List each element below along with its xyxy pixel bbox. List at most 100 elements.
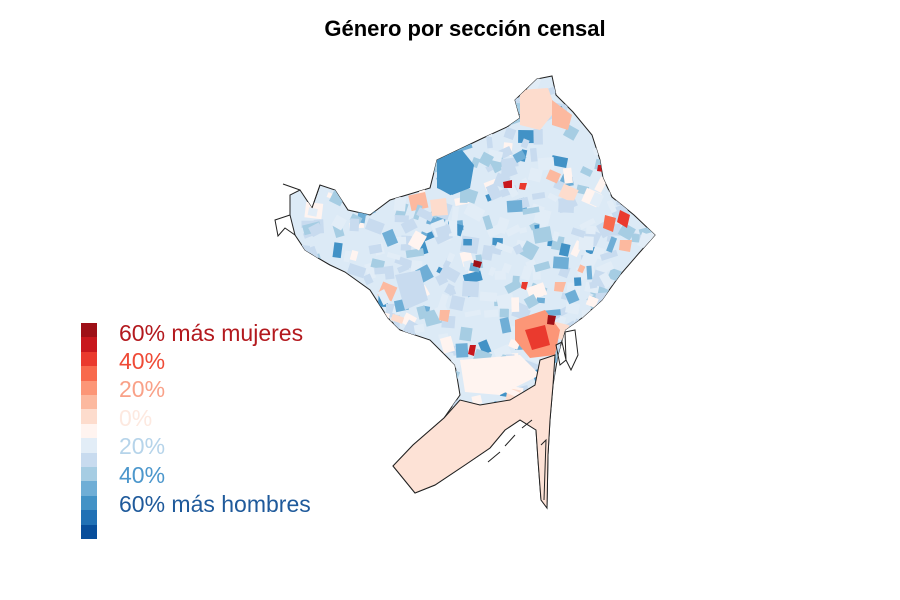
census-section: [334, 342, 353, 356]
census-section: [400, 217, 418, 234]
census-section: [415, 136, 432, 144]
census-section: [658, 267, 677, 285]
census-section: [533, 260, 551, 273]
census-section: [615, 132, 631, 149]
legend-swatch: [81, 524, 97, 539]
census-section: [432, 362, 446, 379]
census-section: [519, 183, 527, 190]
census-section: [478, 151, 494, 168]
census-section: [347, 335, 356, 351]
census-section: [342, 135, 361, 147]
census-section: [407, 230, 427, 251]
census-section: [591, 80, 610, 95]
census-section: [377, 289, 391, 306]
census-section: [638, 261, 649, 275]
census-section: [364, 262, 377, 280]
census-section: [533, 128, 543, 145]
census-section: [464, 309, 482, 318]
census-section: [375, 104, 389, 112]
census-section: [377, 108, 396, 128]
census-section: [305, 164, 326, 182]
census-section: [500, 166, 510, 179]
census-section: [579, 217, 596, 230]
census-section: [306, 142, 321, 155]
census-section: [300, 245, 311, 260]
census-section: [316, 361, 328, 371]
census-section: [645, 266, 655, 277]
census-section: [347, 391, 361, 406]
census-section: [512, 149, 527, 164]
census-section: [600, 368, 616, 387]
census-section: [606, 236, 618, 253]
census-section: [512, 275, 520, 288]
census-section: [578, 396, 597, 415]
census-section: [371, 360, 383, 372]
census-section: [631, 233, 640, 243]
census-section: [520, 265, 533, 281]
census-section: [632, 84, 646, 96]
census-section: [527, 167, 543, 183]
census-section: [311, 372, 328, 388]
census-section: [307, 207, 318, 217]
census-section: [518, 226, 528, 234]
census-section: [318, 341, 340, 362]
legend-label: 20%: [119, 433, 166, 459]
census-section: [617, 222, 636, 241]
census-section: [609, 81, 618, 98]
census-section: [656, 358, 668, 365]
census-section: [604, 357, 619, 374]
census-section: [494, 89, 507, 101]
census-section: [551, 231, 560, 242]
census-section: [455, 343, 469, 358]
census-section: [337, 125, 356, 138]
census-section: [310, 388, 320, 403]
census-section: [619, 240, 632, 252]
census-section: [399, 111, 411, 127]
census-section: [547, 315, 556, 325]
census-section: [382, 228, 399, 247]
census-section: [614, 98, 626, 113]
census-section: [468, 345, 476, 356]
census-section: [436, 136, 457, 154]
census-section: [520, 138, 530, 149]
census-section: [632, 271, 648, 288]
census-section: [420, 95, 431, 105]
census-section: [537, 157, 555, 171]
census-section: [631, 364, 645, 376]
legend-label: 0%: [119, 405, 153, 431]
census-section: [631, 353, 645, 367]
census-section: [404, 361, 422, 376]
census-section: [327, 348, 336, 360]
census-section: [654, 193, 655, 205]
census-section: [346, 263, 367, 279]
census-section: [407, 171, 418, 189]
census-section: [323, 174, 332, 186]
census-section: [386, 99, 397, 109]
census-section: [345, 93, 357, 106]
census-section: [520, 88, 556, 130]
census-section: [394, 96, 404, 104]
census-section: [464, 130, 478, 139]
census-section: [416, 359, 424, 371]
census-section: [565, 94, 581, 107]
census-section: [318, 99, 330, 109]
census-section: [544, 309, 561, 317]
census-section: [386, 341, 399, 356]
census-section: [589, 191, 605, 208]
census-section: [366, 363, 385, 383]
census-section: [479, 291, 498, 302]
census-section: [627, 177, 651, 200]
census-section: [449, 295, 466, 312]
census-section: [328, 297, 346, 316]
census-section: [599, 249, 618, 261]
census-section: [385, 133, 405, 146]
census-section: [481, 244, 494, 261]
census-section: [415, 168, 426, 182]
census-section: [331, 401, 351, 418]
census-section: [349, 218, 360, 232]
census-section: [351, 360, 367, 373]
census-section: [471, 394, 483, 406]
census-section: [523, 293, 539, 309]
census-section: [343, 250, 352, 263]
census-section: [312, 323, 327, 334]
